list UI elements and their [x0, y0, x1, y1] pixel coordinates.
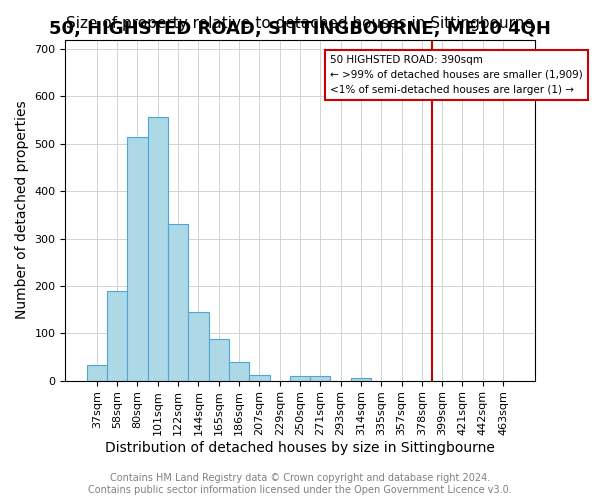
Bar	[107, 290, 127, 380]
Bar	[148, 117, 168, 380]
X-axis label: Distribution of detached houses by size in Sittingbourne: Distribution of detached houses by size …	[105, 441, 495, 455]
Title: 50, HIGHSTED ROAD, SITTINGBOURNE, ME10 4QH: 50, HIGHSTED ROAD, SITTINGBOURNE, ME10 4…	[49, 20, 551, 38]
Text: Size of property relative to detached houses in Sittingbourne: Size of property relative to detached ho…	[66, 16, 534, 31]
Y-axis label: Number of detached properties: Number of detached properties	[15, 101, 29, 320]
Bar	[87, 365, 107, 380]
Bar	[127, 136, 148, 380]
Bar	[351, 378, 371, 380]
Text: Contains HM Land Registry data © Crown copyright and database right 2024.
Contai: Contains HM Land Registry data © Crown c…	[88, 474, 512, 495]
Bar	[209, 340, 229, 380]
Text: 50 HIGHSTED ROAD: 390sqm
← >99% of detached houses are smaller (1,909)
<1% of se: 50 HIGHSTED ROAD: 390sqm ← >99% of detac…	[331, 55, 583, 94]
Bar	[310, 376, 331, 380]
Bar	[229, 362, 249, 380]
Bar	[188, 312, 209, 380]
Bar	[290, 376, 310, 380]
Bar	[249, 375, 269, 380]
Bar	[168, 224, 188, 380]
